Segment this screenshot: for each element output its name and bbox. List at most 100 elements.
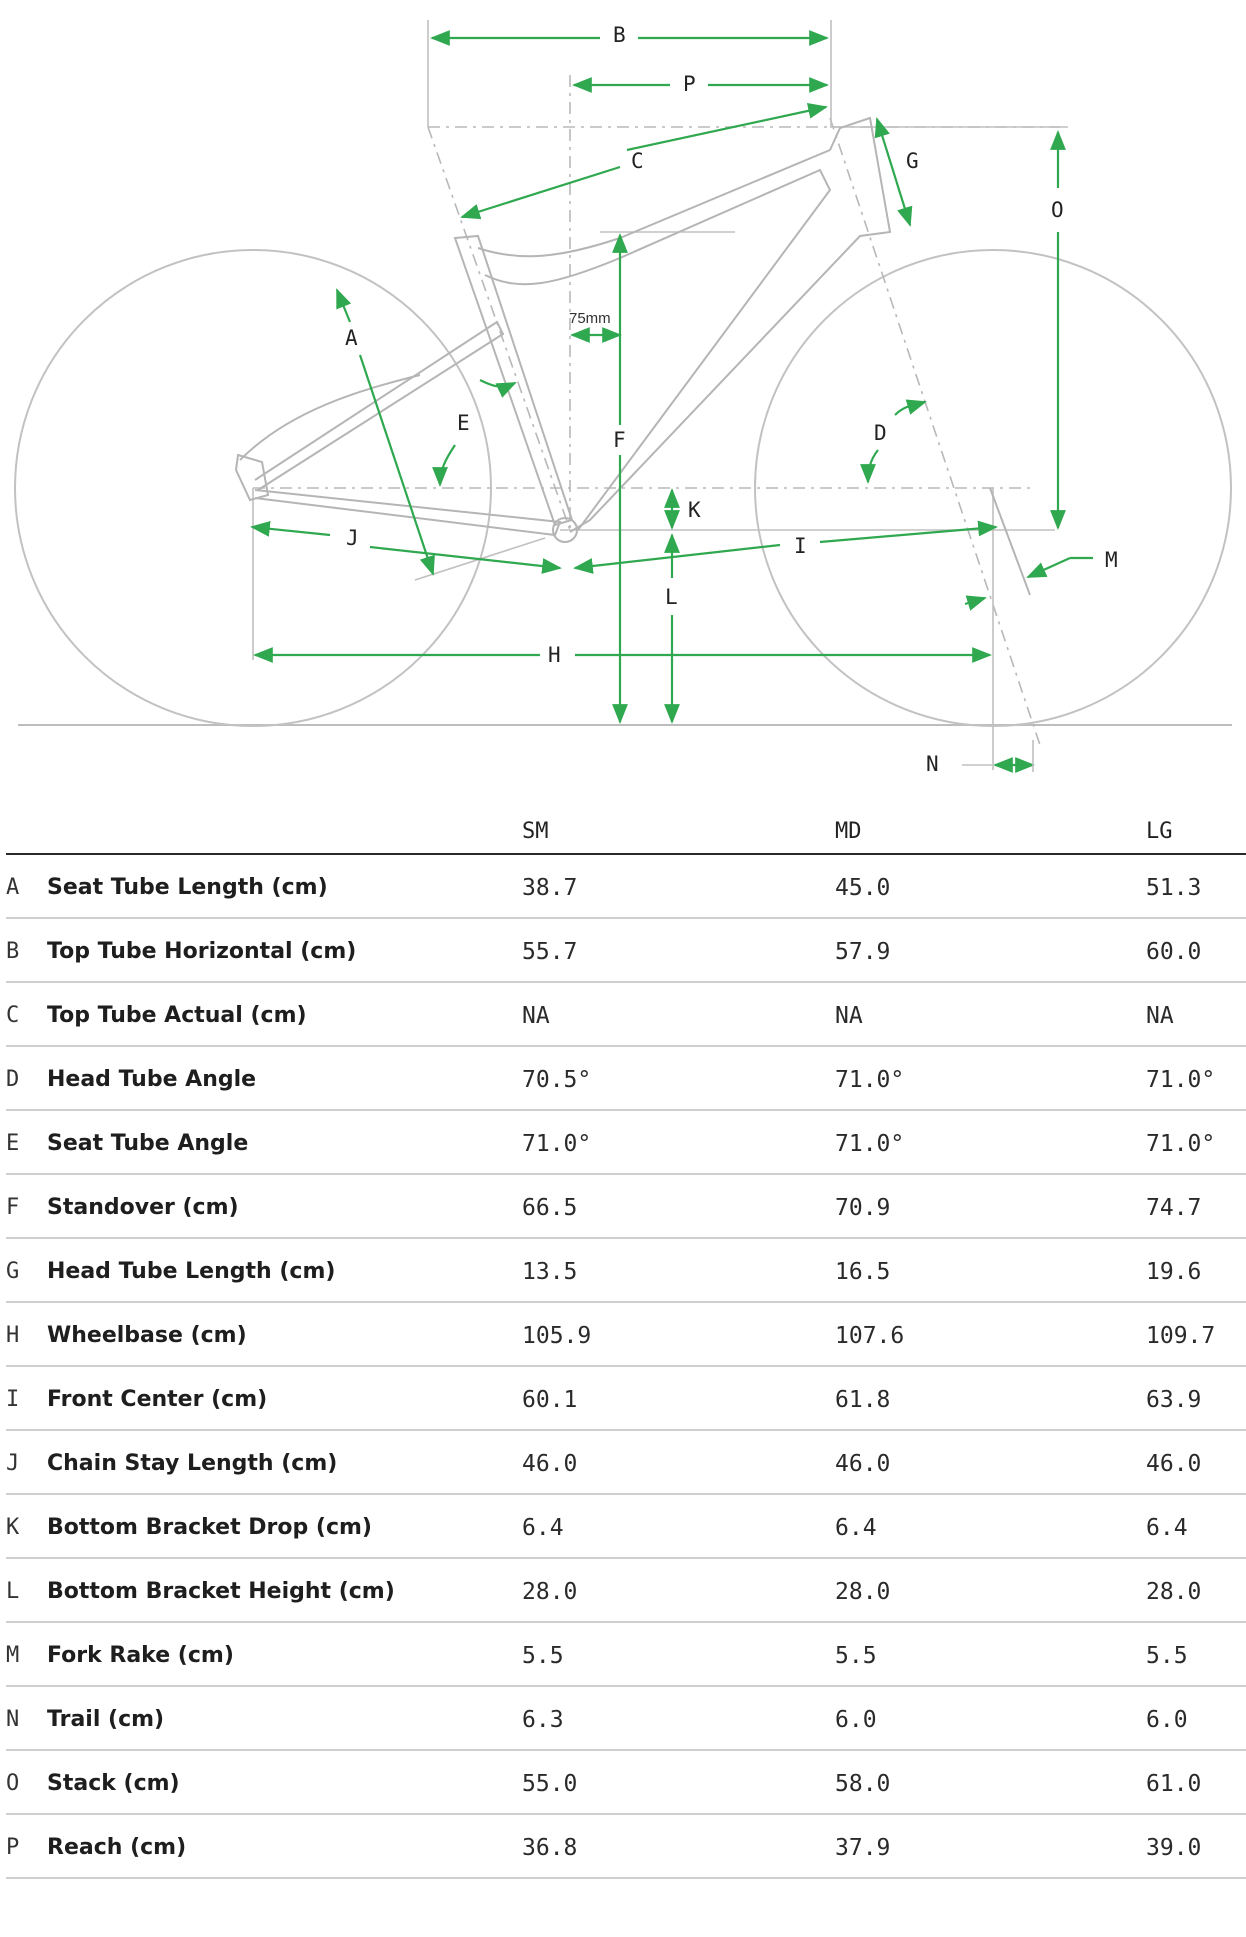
value-lg: 63.9 [1146,1387,1202,1413]
table-row: H Wheelbase (cm) 105.9 107.6 109.7 [6,1303,1246,1367]
label-H: H [548,643,561,667]
value-md: 6.0 [835,1707,877,1733]
value-sm: NA [522,1003,550,1029]
row-label: Head Tube Angle [47,1067,257,1092]
label-O: O [1051,198,1064,222]
bike-geometry-diagram: B P C G O A E 75mm F K D J I M L H N [14,20,1232,776]
table-header: SM MD LG [6,797,1246,855]
row-letter: B [6,939,20,964]
value-lg: 51.3 [1146,875,1202,901]
table-row: E Seat Tube Angle 71.0° 71.0° 71.0° [6,1111,1246,1175]
value-sm: 5.5 [522,1643,564,1669]
row-label: Top Tube Horizontal (cm) [47,939,357,964]
label-C: C [631,149,644,173]
table-row: F Standover (cm) 66.5 70.9 74.7 [6,1175,1246,1239]
table-row: D Head Tube Angle 70.5° 71.0° 71.0° [6,1047,1246,1111]
row-label: Trail (cm) [47,1707,165,1732]
value-md: NA [835,1003,863,1029]
value-sm: 70.5° [522,1067,592,1093]
label-G: G [906,149,919,173]
row-label: Standover (cm) [47,1195,239,1220]
row-letter: H [6,1323,20,1348]
table-row: G Head Tube Length (cm) 13.5 16.5 19.6 [6,1239,1246,1303]
row-label: Bottom Bracket Drop (cm) [47,1515,372,1540]
row-label: Seat Tube Angle [47,1131,249,1156]
table-row: B Top Tube Horizontal (cm) 55.7 57.9 60.0 [6,919,1246,983]
row-letter: N [6,1707,20,1732]
row-letter: E [6,1131,20,1156]
value-lg: 19.6 [1146,1259,1202,1285]
value-lg: 60.0 [1146,939,1202,965]
value-sm: 71.0° [522,1131,592,1157]
table-row: P Reach (cm) 36.8 37.9 39.0 [6,1815,1246,1879]
value-sm: 6.4 [522,1515,564,1541]
value-lg: NA [1146,1003,1174,1029]
value-lg: 39.0 [1146,1835,1202,1861]
value-lg: 109.7 [1146,1323,1216,1349]
value-md: 58.0 [835,1771,891,1797]
value-lg: 74.7 [1146,1195,1202,1221]
table-row: L Bottom Bracket Height (cm) 28.0 28.0 28.0 [6,1559,1246,1623]
row-label: Reach (cm) [47,1835,187,1860]
row-letter: K [6,1515,20,1540]
value-lg: 6.0 [1146,1707,1188,1733]
value-sm: 66.5 [522,1195,578,1221]
row-letter: D [6,1067,20,1092]
value-lg: 71.0° [1146,1131,1216,1157]
value-sm: 105.9 [522,1323,592,1349]
value-lg: 5.5 [1146,1643,1188,1669]
row-label: Top Tube Actual (cm) [47,1003,307,1028]
value-sm: 55.0 [522,1771,578,1797]
value-md: 107.6 [835,1323,905,1349]
row-letter: L [6,1579,20,1604]
value-sm: 36.8 [522,1835,578,1861]
value-lg: 6.4 [1146,1515,1188,1541]
value-sm: 55.7 [522,939,578,965]
table-row: A Seat Tube Length (cm) 38.7 45.0 51.3 [6,855,1246,919]
value-md: 28.0 [835,1579,891,1605]
row-label: Head Tube Length (cm) [47,1259,336,1284]
label-I: I [794,534,807,558]
ref-steer-axis [829,117,1041,746]
row-letter: M [6,1643,20,1668]
dimension-lines [250,30,1093,773]
table-row: K Bottom Bracket Drop (cm) 6.4 6.4 6.4 [6,1495,1246,1559]
value-md: 16.5 [835,1259,891,1285]
row-letter: J [6,1451,20,1476]
label-N: N [926,752,939,776]
table-row: I Front Center (cm) 60.1 61.8 63.9 [6,1367,1246,1431]
row-letter: A [6,875,20,900]
value-md: 61.8 [835,1387,891,1413]
bike-frame [234,116,1031,596]
value-sm: 46.0 [522,1451,578,1477]
value-md: 6.4 [835,1515,877,1541]
value-sm: 13.5 [522,1259,578,1285]
table-row: O Stack (cm) 55.0 58.0 61.0 [6,1751,1246,1815]
table-row: M Fork Rake (cm) 5.5 5.5 5.5 [6,1623,1246,1687]
label-F: F [613,428,626,452]
value-md: 5.5 [835,1643,877,1669]
label-B: B [613,23,626,47]
label-E: E [457,411,470,435]
value-md: 46.0 [835,1451,891,1477]
value-lg: 61.0 [1146,1771,1202,1797]
row-label: Wheelbase (cm) [47,1323,247,1348]
column-header-lg: LG [1146,819,1173,844]
row-letter: I [6,1387,20,1412]
value-lg: 71.0° [1146,1067,1216,1093]
column-header-md: MD [835,819,862,844]
row-letter: C [6,1003,20,1028]
value-md: 71.0° [835,1067,905,1093]
table-row: N Trail (cm) 6.3 6.0 6.0 [6,1687,1246,1751]
value-md: 57.9 [835,939,891,965]
value-lg: 46.0 [1146,1451,1202,1477]
row-letter: F [6,1195,20,1220]
value-md: 45.0 [835,875,891,901]
value-sm: 28.0 [522,1579,578,1605]
label-75mm: 75mm [569,310,611,327]
table-row: J Chain Stay Length (cm) 46.0 46.0 46.0 [6,1431,1246,1495]
value-md: 71.0° [835,1131,905,1157]
value-sm: 6.3 [522,1707,564,1733]
geometry-table: SM MD LG A Seat Tube Length (cm) 38.7 45.0 5… [6,797,1246,1879]
table-body: A Seat Tube Length (cm) 38.7 45.0 51.3 B Top T… [6,855,1246,1879]
